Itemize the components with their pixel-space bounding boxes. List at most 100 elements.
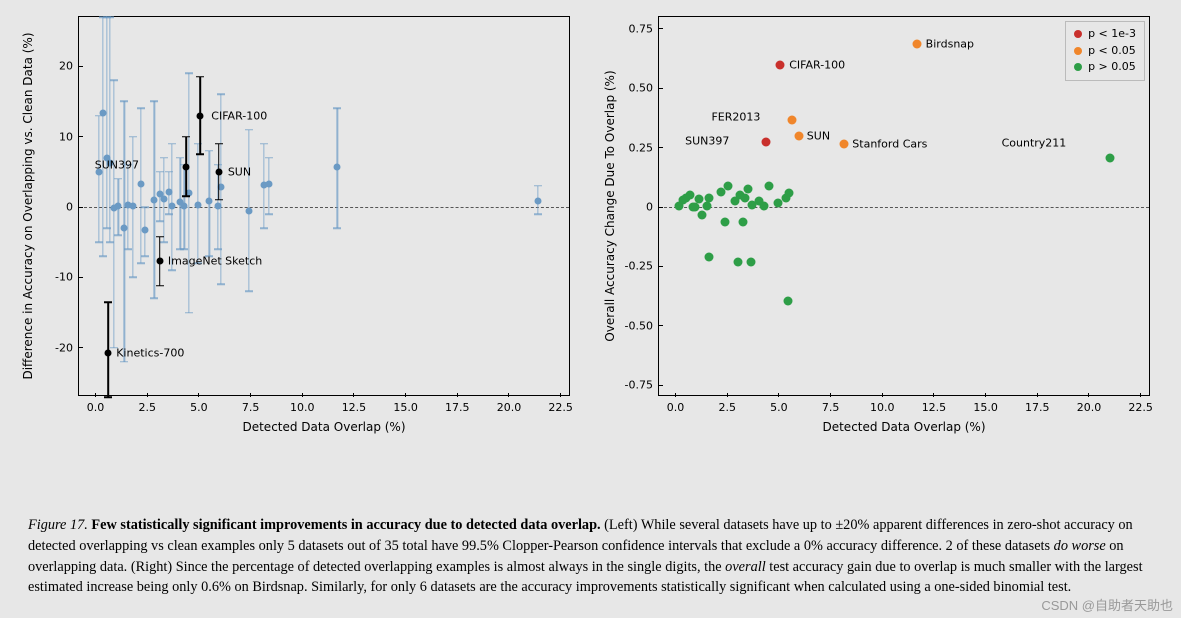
data-point xyxy=(206,198,213,205)
y-tick-label: -0.50 xyxy=(625,319,659,332)
data-point xyxy=(721,218,730,227)
data-point xyxy=(151,196,158,203)
x-tick-label: 15.0 xyxy=(973,395,998,414)
data-point xyxy=(691,203,700,212)
y-tick-label: 0 xyxy=(646,201,659,214)
caption-bold: Few statistically significant improvemen… xyxy=(91,517,600,533)
data-point xyxy=(762,137,771,146)
data-point xyxy=(266,180,273,187)
data-point xyxy=(138,181,145,188)
data-point xyxy=(785,188,794,197)
y-tick-label: -10 xyxy=(55,271,79,284)
x-tick-label: 17.5 xyxy=(445,395,470,414)
y-tick-label: 0.75 xyxy=(629,22,660,35)
data-point xyxy=(181,203,188,210)
legend-item: p < 1e-3 xyxy=(1074,26,1136,43)
x-tick-label: 7.5 xyxy=(242,395,260,414)
data-point xyxy=(775,60,784,69)
x-tick-label: 5.0 xyxy=(190,395,208,414)
legend-dot-icon xyxy=(1074,47,1082,55)
left-zero-line xyxy=(79,207,569,208)
data-point xyxy=(142,226,149,233)
point-label: SUN xyxy=(807,129,830,142)
y-tick-label: -20 xyxy=(55,341,79,354)
data-point xyxy=(129,202,136,209)
x-tick-label: 2.5 xyxy=(718,395,736,414)
data-point xyxy=(1105,154,1114,163)
x-tick-label: 22.5 xyxy=(1128,395,1153,414)
data-point xyxy=(704,252,713,261)
y-tick-label: 0 xyxy=(66,201,79,214)
right-plot-area: p < 1e-3p < 0.05p > 0.05 0.02.55.07.510.… xyxy=(658,16,1150,396)
legend-label: p > 0.05 xyxy=(1088,59,1136,76)
x-tick-label: 20.0 xyxy=(1077,395,1102,414)
x-tick-label: 10.0 xyxy=(290,395,315,414)
point-label: Country211 xyxy=(1002,136,1067,149)
x-tick-label: 5.0 xyxy=(770,395,788,414)
point-label: SUN xyxy=(228,165,251,178)
point-label: Birdsnap xyxy=(926,38,974,51)
data-point xyxy=(99,109,106,116)
x-tick-label: 10.0 xyxy=(870,395,895,414)
legend: p < 1e-3p < 0.05p > 0.05 xyxy=(1065,21,1145,81)
left-scatter-chart: 0.02.55.07.510.012.515.017.520.022.5-20-… xyxy=(12,10,582,440)
data-point xyxy=(334,163,341,170)
data-point xyxy=(686,191,695,200)
point-label: Stanford Cars xyxy=(852,138,927,151)
data-point xyxy=(773,199,782,208)
left-y-axis-label: Difference in Accuracy on Overlapping vs… xyxy=(21,32,35,379)
x-tick-label: 22.5 xyxy=(548,395,573,414)
x-tick-label: 7.5 xyxy=(822,395,840,414)
point-label: CIFAR-100 xyxy=(211,109,267,122)
x-tick-label: 0.0 xyxy=(87,395,105,414)
point-label: Kinetics-700 xyxy=(116,346,184,359)
data-point xyxy=(704,193,713,202)
figure-caption: Figure 17. Few statistically significant… xyxy=(28,515,1153,598)
data-point xyxy=(160,195,167,202)
right-scatter-chart: p < 1e-3p < 0.05p > 0.05 0.0 2.5 5.0 7.5 10.… xyxy=(598,10,1168,440)
data-point xyxy=(788,116,797,125)
point-label: SUN397 xyxy=(95,159,139,172)
data-point xyxy=(196,112,203,119)
right-y-axis-label: Overall Accuracy Change Due To Overlap (… xyxy=(603,70,617,341)
point-label: SUN397 xyxy=(685,134,729,147)
data-point xyxy=(794,131,803,140)
data-point xyxy=(698,211,707,220)
data-point xyxy=(724,181,733,190)
legend-item: p < 0.05 xyxy=(1074,43,1136,60)
y-tick-label: 0.50 xyxy=(629,82,660,95)
y-tick-label: 10 xyxy=(59,130,79,143)
left-plot-area: 0.02.55.07.510.012.515.017.520.022.5-20-… xyxy=(78,16,570,396)
data-point xyxy=(760,201,769,210)
data-point xyxy=(840,140,849,149)
data-point xyxy=(183,163,190,170)
charts-row: 0.0 2.5 5.0 7.5 10.0 12.5 15.0 17.5 20.0 22.5 -20 -… xyxy=(0,0,1181,440)
data-point xyxy=(115,203,122,210)
data-point xyxy=(156,258,163,265)
right-x-axis-label: Detected Data Overlap (%) xyxy=(822,420,985,434)
y-tick-label: 0.25 xyxy=(629,141,660,154)
x-tick-label: 15.0 xyxy=(393,395,418,414)
data-point xyxy=(215,168,222,175)
x-tick-label: 20.0 xyxy=(497,395,522,414)
point-label: CIFAR-100 xyxy=(789,58,845,71)
legend-dot-icon xyxy=(1074,63,1082,71)
y-tick-label: -0.75 xyxy=(625,379,659,392)
data-point xyxy=(194,201,201,208)
x-tick-label: 12.5 xyxy=(342,395,367,414)
data-point xyxy=(913,40,922,49)
legend-dot-icon xyxy=(1074,30,1082,38)
y-tick-label: 20 xyxy=(59,60,79,73)
point-label: FER2013 xyxy=(711,110,760,123)
data-point xyxy=(105,349,112,356)
data-point xyxy=(764,181,773,190)
data-point xyxy=(743,185,752,194)
x-tick-label: 0.0 xyxy=(667,395,685,414)
legend-label: p < 0.05 xyxy=(1088,43,1136,60)
left-x-axis-label: Detected Data Overlap (%) xyxy=(242,420,405,434)
data-point xyxy=(245,207,252,214)
data-point xyxy=(746,257,755,266)
y-tick-label: -0.25 xyxy=(625,260,659,273)
watermark: CSDN @自助者天助也 xyxy=(1041,595,1173,614)
data-point xyxy=(784,296,793,305)
